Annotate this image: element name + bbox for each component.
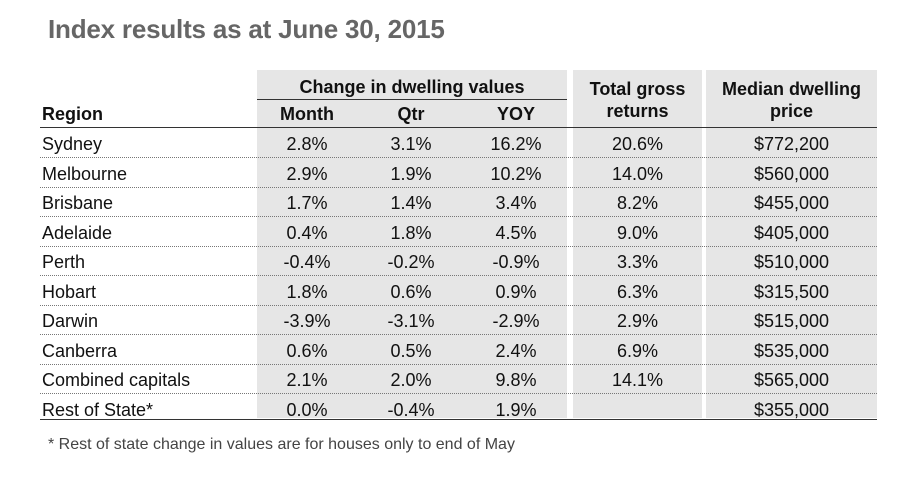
table-row: Brisbane 1.7% 1.4% 3.4% 8.2% $455,000 (40, 188, 877, 217)
header-price-line1: Median dwelling (721, 79, 861, 99)
header-price-line2: price (769, 101, 814, 121)
table-row: Darwin -3.9% -3.1% -2.9% 2.9% $515,000 (40, 306, 877, 335)
cell-median-price: $560,000 (753, 163, 830, 184)
cell-yoy: -0.9% (492, 252, 540, 272)
table-row: Rest of State* 0.0% -0.4% 1.9% $355,000 (40, 395, 877, 424)
cell-yoy: 3.4% (495, 193, 537, 213)
cell-month: 0.0% (286, 399, 328, 420)
header-change-group: Change in dwelling values (299, 77, 525, 97)
cell-region: Rest of State* (42, 399, 154, 420)
cell-month: 0.4% (286, 222, 328, 243)
header-month: Month (280, 104, 334, 124)
cell-gross-returns: 8.2% (616, 193, 659, 213)
cell-month: 2.1% (286, 370, 328, 390)
cell-month: 1.8% (286, 281, 328, 302)
cell-gross-returns: 20.6% (611, 134, 664, 154)
cell-month: 1.7% (286, 193, 328, 213)
header-bottom-rule (40, 127, 877, 128)
cell-median-price: $455,000 (753, 193, 830, 213)
table-row: Perth -0.4% -0.2% -0.9% 3.3% $510,000 (40, 247, 877, 276)
cell-qtr: -3.1% (387, 311, 435, 331)
cell-yoy: 2.4% (495, 340, 537, 361)
cell-qtr: 0.5% (390, 340, 432, 361)
cell-gross-returns: 9.0% (616, 222, 659, 243)
cell-region: Brisbane (42, 193, 114, 213)
cell-region: Darwin (42, 311, 99, 331)
cell-region: Melbourne (42, 163, 128, 184)
table-row: Melbourne 2.9% 1.9% 10.2% 14.0% $560,000 (40, 159, 877, 188)
row-separator (40, 304, 877, 306)
row-separator (40, 334, 877, 335)
cell-gross-returns: 2.9% (616, 311, 659, 331)
gross-returns-panel (573, 70, 702, 418)
cell-gross-returns: 3.3% (616, 252, 659, 272)
cell-median-price: $405,000 (753, 222, 830, 243)
cell-region: Sydney (42, 134, 103, 154)
table-row: Canberra 0.6% 0.5% 2.4% 6.9% $535,000 (40, 336, 877, 365)
cell-yoy: 16.2% (490, 134, 542, 154)
cell-region: Hobart (42, 281, 97, 302)
cell-month: 2.9% (286, 163, 328, 184)
header-yoy: YOY (496, 104, 535, 124)
footnote: * Rest of state change in values are for… (48, 436, 515, 453)
cell-gross-returns: 14.1% (611, 370, 664, 390)
row-separator (40, 245, 877, 247)
cell-qtr: 3.1% (390, 134, 432, 154)
cell-yoy: 0.9% (495, 281, 537, 302)
cell-median-price: $355,000 (753, 399, 830, 420)
table-row: Sydney 2.8% 3.1% 16.2% 20.6% $772,200 (40, 129, 877, 158)
cell-median-price: $772,200 (753, 134, 830, 154)
row-separator (40, 216, 877, 217)
cell-qtr: 1.8% (390, 222, 432, 243)
cell-median-price: $515,000 (753, 311, 830, 331)
table-row: Adelaide 0.4% 1.8% 4.5% 9.0% $405,000 (40, 218, 877, 247)
header-gross-line2: returns (606, 101, 669, 121)
cell-median-price: $535,000 (753, 340, 830, 361)
change-values-panel (257, 70, 567, 418)
cell-qtr: -0.2% (387, 252, 435, 272)
page-title: Index results as at June 30, 2015 (48, 14, 445, 44)
cell-month: 0.6% (286, 340, 328, 361)
row-separator (40, 363, 877, 365)
cell-yoy: 10.2% (490, 163, 542, 184)
cell-region: Canberra (42, 340, 118, 361)
row-separator (40, 275, 877, 276)
table-bottom-rule (40, 419, 877, 420)
cell-gross-returns: 14.0% (611, 163, 664, 184)
cell-region: Adelaide (42, 222, 113, 243)
cell-yoy: 9.8% (495, 370, 537, 390)
table-row: Hobart 1.8% 0.6% 0.9% 6.3% $315,500 (40, 277, 877, 306)
header-gross-returns: Total gross returns (573, 78, 702, 122)
row-separator (40, 393, 877, 394)
cell-yoy: 1.9% (495, 399, 537, 420)
cell-qtr: 0.6% (390, 281, 432, 302)
cell-month: -0.4% (283, 252, 331, 272)
row-separator (40, 157, 877, 158)
cell-yoy: -2.9% (492, 311, 540, 331)
median-price-panel (706, 70, 877, 418)
cell-median-price: $510,000 (753, 252, 830, 272)
row-separator (40, 186, 877, 188)
cell-region: Perth (42, 252, 86, 272)
header-median-price: Median dwelling price (706, 78, 877, 122)
header-gross-line1: Total gross (589, 79, 686, 99)
cell-qtr: 1.9% (390, 163, 432, 184)
cell-month: 2.8% (286, 134, 328, 154)
cell-month: -3.9% (283, 311, 331, 331)
table-row: Combined capitals 2.1% 2.0% 9.8% 14.1% $565,0… (40, 365, 877, 394)
cell-qtr: 2.0% (390, 370, 432, 390)
header-region: Region (42, 104, 103, 124)
cell-qtr: -0.4% (387, 399, 435, 420)
header-group-rule (257, 99, 567, 100)
cell-yoy: 4.5% (495, 222, 537, 243)
header-qtr: Qtr (397, 104, 425, 124)
cell-gross-returns: 6.3% (616, 281, 659, 302)
cell-region: Combined capitals (42, 370, 191, 390)
cell-median-price: $315,500 (753, 281, 830, 302)
cell-median-price: $565,000 (753, 370, 830, 390)
cell-gross-returns: 6.9% (616, 340, 659, 361)
cell-qtr: 1.4% (390, 193, 432, 213)
